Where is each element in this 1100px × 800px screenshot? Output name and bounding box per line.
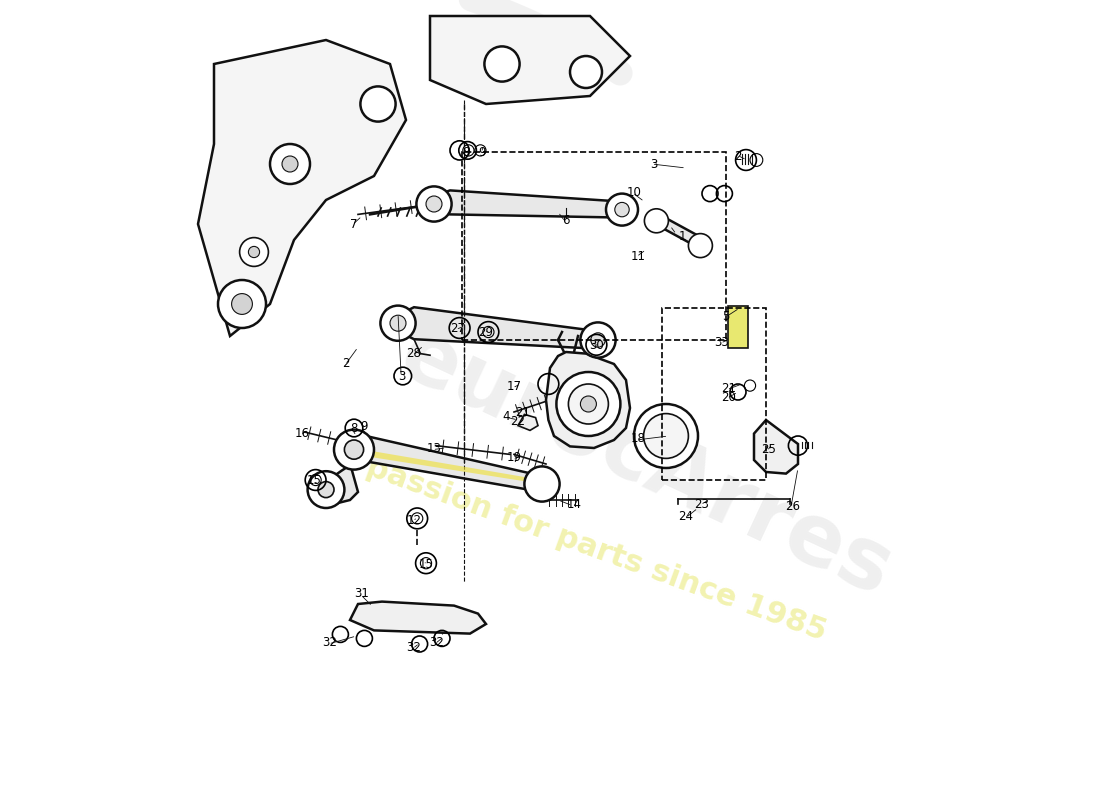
Circle shape [249, 246, 260, 258]
Text: a passion for parts since 1985: a passion for parts since 1985 [333, 442, 830, 646]
Polygon shape [198, 40, 406, 336]
Circle shape [606, 194, 638, 226]
Circle shape [232, 294, 252, 314]
Circle shape [581, 396, 596, 412]
Text: 12: 12 [407, 514, 421, 526]
Circle shape [484, 46, 519, 82]
Circle shape [557, 372, 620, 436]
Text: 1: 1 [679, 230, 685, 242]
Text: 9: 9 [360, 420, 367, 433]
Text: 21: 21 [515, 406, 530, 419]
Text: 5: 5 [723, 310, 729, 322]
Text: 25: 25 [761, 443, 776, 456]
Text: 16: 16 [295, 427, 309, 440]
Text: 24: 24 [679, 510, 693, 522]
Text: 6: 6 [562, 214, 570, 226]
Circle shape [282, 156, 298, 172]
Text: 31: 31 [354, 587, 370, 600]
Polygon shape [518, 414, 538, 430]
Text: 11: 11 [630, 250, 646, 262]
Circle shape [644, 414, 689, 458]
Circle shape [361, 86, 396, 122]
Circle shape [381, 306, 416, 341]
Text: 32: 32 [429, 636, 443, 649]
Bar [728, 306, 748, 348]
Bar [662, 308, 766, 480]
Text: 13: 13 [427, 442, 441, 454]
Circle shape [417, 186, 452, 222]
Text: 3: 3 [650, 158, 658, 170]
Circle shape [570, 56, 602, 88]
Text: 15: 15 [307, 474, 321, 486]
Polygon shape [546, 352, 630, 448]
Text: 27: 27 [450, 322, 464, 334]
Text: 4: 4 [503, 410, 509, 422]
Text: 7: 7 [350, 218, 358, 230]
Text: 30: 30 [588, 339, 604, 352]
Polygon shape [322, 436, 542, 504]
Circle shape [308, 471, 344, 508]
Text: 22: 22 [510, 415, 526, 428]
Polygon shape [754, 420, 798, 474]
Circle shape [591, 333, 605, 347]
Text: 29: 29 [478, 326, 494, 338]
Polygon shape [354, 448, 542, 484]
Circle shape [615, 202, 629, 217]
Text: 21: 21 [720, 382, 736, 394]
Text: 3: 3 [398, 370, 406, 382]
Text: 14: 14 [566, 498, 582, 510]
Circle shape [390, 315, 406, 331]
Polygon shape [398, 307, 598, 349]
Text: 18: 18 [630, 432, 646, 445]
Text: 9: 9 [478, 146, 486, 158]
Text: 32: 32 [322, 636, 338, 649]
Circle shape [634, 404, 698, 468]
Text: 2: 2 [735, 150, 741, 162]
Circle shape [581, 322, 616, 358]
Text: 32: 32 [407, 641, 421, 654]
Circle shape [645, 209, 669, 233]
Circle shape [218, 280, 266, 328]
Text: 2: 2 [342, 358, 350, 370]
Circle shape [344, 440, 364, 459]
Text: 20: 20 [720, 391, 736, 404]
Text: 8: 8 [462, 146, 470, 158]
Text: 10: 10 [627, 186, 641, 198]
Circle shape [240, 238, 268, 266]
Circle shape [334, 430, 374, 470]
Circle shape [689, 234, 713, 258]
Circle shape [270, 144, 310, 184]
Polygon shape [430, 16, 630, 104]
Text: 19: 19 [506, 451, 521, 464]
Polygon shape [434, 190, 621, 218]
Circle shape [318, 482, 334, 498]
Polygon shape [650, 216, 706, 250]
Bar [462, 152, 726, 340]
Circle shape [426, 196, 442, 212]
Circle shape [569, 384, 608, 424]
Text: 28: 28 [407, 347, 421, 360]
Text: 17: 17 [506, 380, 521, 393]
Text: 8: 8 [350, 422, 358, 434]
Polygon shape [350, 602, 486, 634]
Text: 15: 15 [419, 558, 433, 570]
Text: 26: 26 [785, 500, 800, 513]
Text: 33: 33 [715, 336, 729, 349]
Text: 23: 23 [694, 498, 710, 510]
Text: eurocArres: eurocArres [386, 314, 905, 614]
Circle shape [525, 466, 560, 502]
